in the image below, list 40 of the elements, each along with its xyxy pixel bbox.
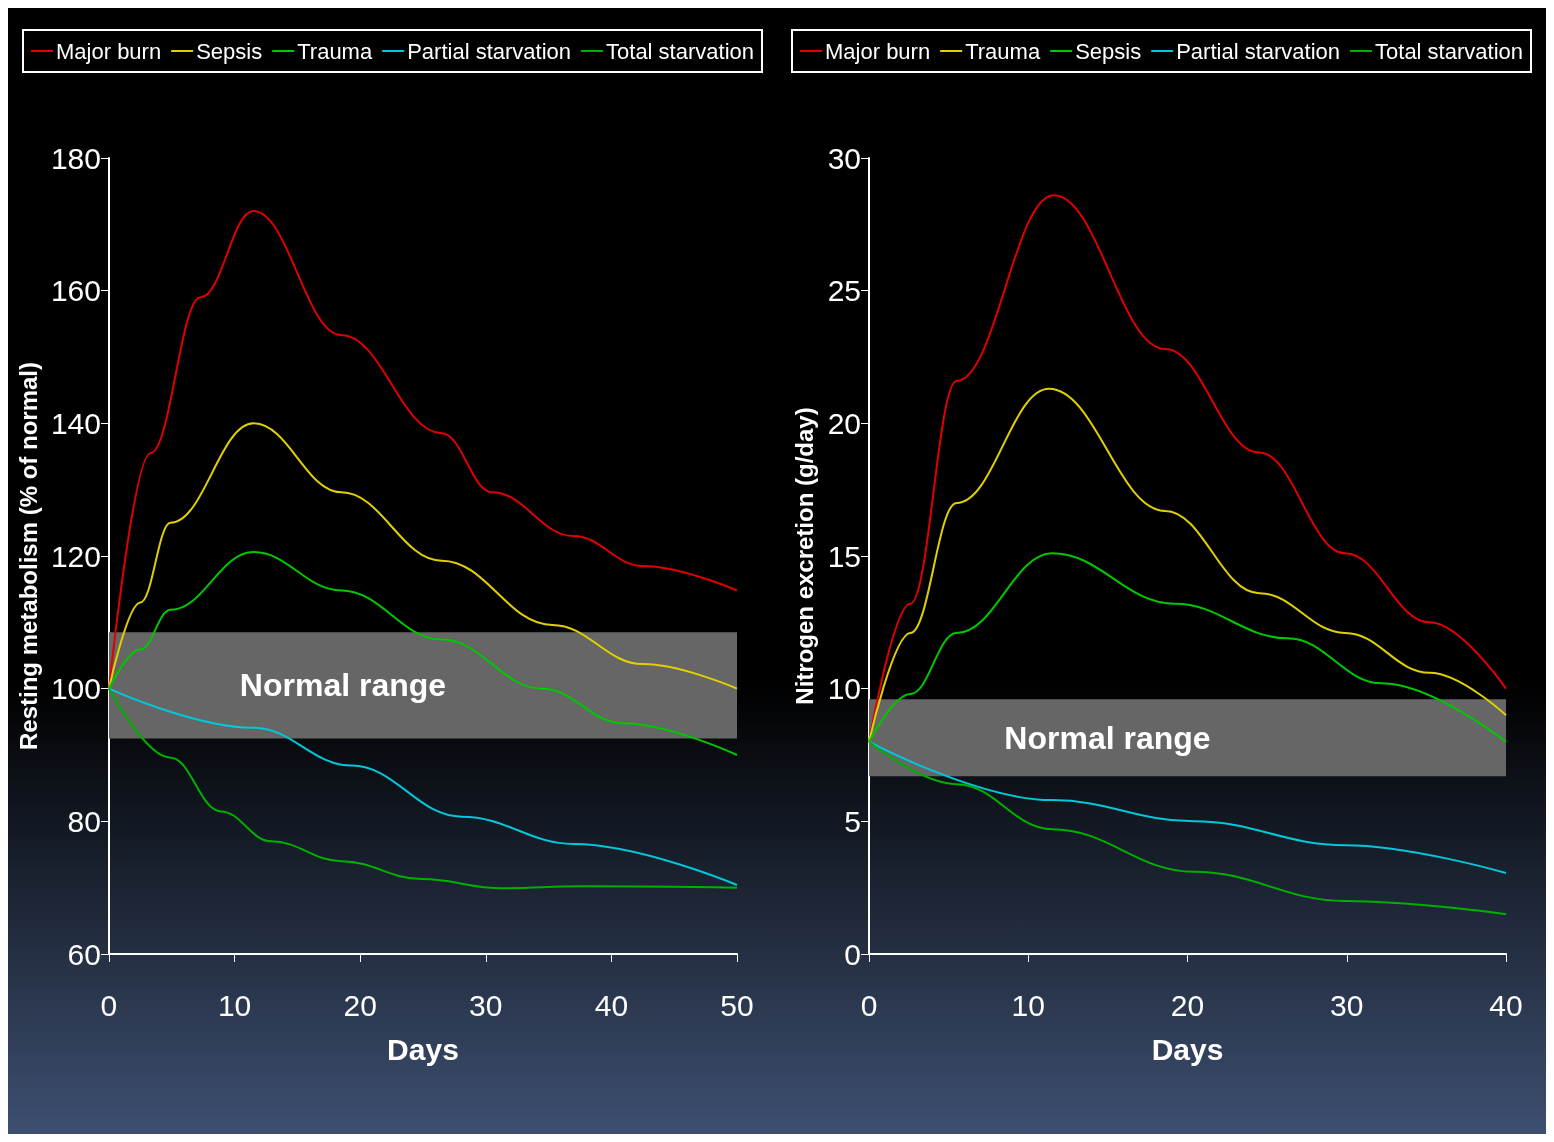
y-tick-label: 10 bbox=[827, 672, 861, 706]
x-tick-label: 30 bbox=[1330, 988, 1364, 1022]
x-tick-label: 30 bbox=[469, 988, 503, 1022]
legend-label: Major burn bbox=[825, 38, 931, 64]
x-axis-title: Days bbox=[387, 1032, 459, 1066]
y-tick-label: 120 bbox=[50, 539, 101, 573]
y-axis-title: Nitrogen excretion (g/day) bbox=[791, 407, 819, 705]
y-tick-label: 180 bbox=[50, 141, 101, 175]
legend-label: Sepsis bbox=[1075, 38, 1142, 64]
band-label: Normal range bbox=[239, 667, 447, 704]
x-tick-label: 40 bbox=[594, 988, 629, 1022]
y-tick-label: 5 bbox=[844, 804, 861, 838]
legend-label: Total starvation bbox=[1375, 38, 1523, 64]
y-tick-label: 140 bbox=[50, 406, 101, 440]
y-tick-label: 15 bbox=[827, 539, 861, 573]
y-axis-title: Resting metabolism (% of normal) bbox=[14, 361, 42, 751]
legend-label: Sepsis bbox=[196, 38, 263, 64]
x-tick-label: 50 bbox=[720, 988, 754, 1022]
y-tick-label: 0 bbox=[844, 937, 861, 971]
y-tick-label: 80 bbox=[67, 804, 101, 838]
legend-label: Partial starvation bbox=[1176, 38, 1341, 64]
y-tick-label: 30 bbox=[827, 141, 861, 175]
y-tick-label: 25 bbox=[827, 274, 861, 308]
y-tick-label: 100 bbox=[50, 672, 101, 706]
legend-label: Total starvation bbox=[606, 38, 754, 64]
x-tick-label: 10 bbox=[1011, 988, 1045, 1022]
legend-label: Major burn bbox=[56, 38, 162, 64]
x-tick-label: 20 bbox=[1170, 988, 1205, 1022]
y-tick-label: 60 bbox=[67, 937, 101, 971]
x-tick-label: 10 bbox=[217, 988, 252, 1022]
x-tick-label: 40 bbox=[1489, 988, 1523, 1022]
x-tick-label: 20 bbox=[343, 988, 377, 1022]
y-tick-label: 160 bbox=[50, 274, 101, 308]
line-series bbox=[107, 551, 738, 756]
band-label: Normal range bbox=[1004, 719, 1211, 756]
legend-label: Trauma bbox=[297, 38, 373, 64]
x-axis-title: Days bbox=[1151, 1032, 1224, 1066]
y-tick-label: 20 bbox=[827, 406, 861, 440]
legend-label: Partial starvation bbox=[407, 38, 572, 64]
legend-label: Trauma bbox=[965, 38, 1041, 64]
